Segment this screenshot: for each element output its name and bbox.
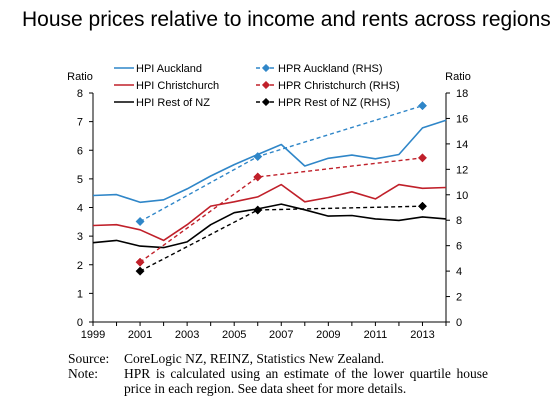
y-left-tick-label: 4 [77,203,83,215]
source-text: CoreLogic NZ, REINZ, Statistics New Zeal… [124,351,385,366]
y-right-tick-label: 2 [456,292,462,304]
legend-marker-hpr-rest-of-nz-rhs [261,97,271,107]
x-tick-label: 2013 [410,329,434,341]
note-row: Note: HPR is calculated using an estimat… [68,366,488,396]
y-right-tick-label: 14 [456,139,468,151]
data-point-hpr-rest-of-nz-rhs [253,205,263,215]
x-tick-label: 1999 [81,329,105,341]
source-row: Source: CoreLogic NZ, REINZ, Statistics … [68,351,488,366]
x-tick-label: 2003 [175,329,199,341]
chart-notes: Source: CoreLogic NZ, REINZ, Statistics … [68,351,488,396]
data-point-hpr-rest-of-nz-rhs [135,266,145,276]
y-right-tick-label: 0 [456,317,462,329]
x-tick-label: 2005 [222,329,246,341]
y-left-tick-label: 1 [77,288,83,300]
data-point-hpr-christchurch-rhs [253,172,263,182]
data-point-hpr-christchurch-rhs [417,153,428,163]
y-right-tick-label: 8 [456,215,462,227]
data-point-hpr-auckland-rhs [135,216,145,227]
y-right-tick-label: 12 [456,164,468,176]
y-left-tick-label: 6 [77,145,83,157]
legend-label-hpi-rest-of-nz: HPI Rest of NZ [136,97,210,109]
series-layer [92,101,447,276]
legend-label-hpr-auckland-rhs: HPR Auckland (RHS) [278,63,383,75]
legend-marker-hpr-christchurch-rhs [261,80,271,90]
y-left-tick-label: 2 [77,260,83,272]
series-line-hpi-christchurch [92,183,447,242]
y-right-tick-label: 16 [456,113,468,125]
series-line-hpi-auckland [92,119,447,204]
y-right-tick-label: 18 [456,88,468,100]
y-axis-left-label: Ratio [67,71,93,83]
x-tick-label: 2011 [364,329,388,341]
legend-label-hpr-rest-of-nz-rhs: HPR Rest of NZ (RHS) [278,97,390,109]
y-right-tick-label: 10 [456,190,468,202]
legend-marker-hpr-auckland-rhs [261,63,271,73]
series-line-hpi-rest-of-nz [92,203,447,249]
x-tick-label: 2001 [128,329,152,341]
note-label: Note: [68,366,98,381]
y-axis-right-label: Ratio [445,71,471,83]
legend-label-hpr-christchurch-rhs: HPR Christchurch (RHS) [278,80,400,92]
y-right-tick-label: 4 [456,266,462,278]
source-label: Source: [68,351,110,366]
legend-label-hpi-auckland: HPI Auckland [136,63,202,75]
y-left-tick-label: 8 [77,88,83,100]
data-point-hpr-auckland-rhs [417,101,428,111]
x-tick-label: 2007 [269,329,293,341]
data-point-hpr-auckland-rhs [253,152,263,162]
series-line-hpr-christchurch-rhs [139,157,423,263]
data-point-hpr-christchurch-rhs [135,257,145,267]
data-point-hpr-rest-of-nz-rhs [417,201,428,211]
chart-title: House prices relative to income and rent… [22,8,550,31]
y-right-tick-label: 6 [456,241,462,253]
y-left-tick-label: 0 [77,317,83,329]
y-left-tick-label: 3 [77,231,83,243]
legend-label-hpi-christchurch: HPI Christchurch [136,80,219,92]
series-line-hpr-rest-of-nz-rhs [139,205,423,272]
legend: HPI Auckland HPI Christchurch HPI Rest of … [114,63,400,109]
note-text: HPR is calculated using an estimate of t… [124,366,488,396]
y-left-tick-label: 7 [77,117,83,129]
x-tick-label: 2009 [316,329,340,341]
y-left-tick-label: 5 [77,174,83,186]
